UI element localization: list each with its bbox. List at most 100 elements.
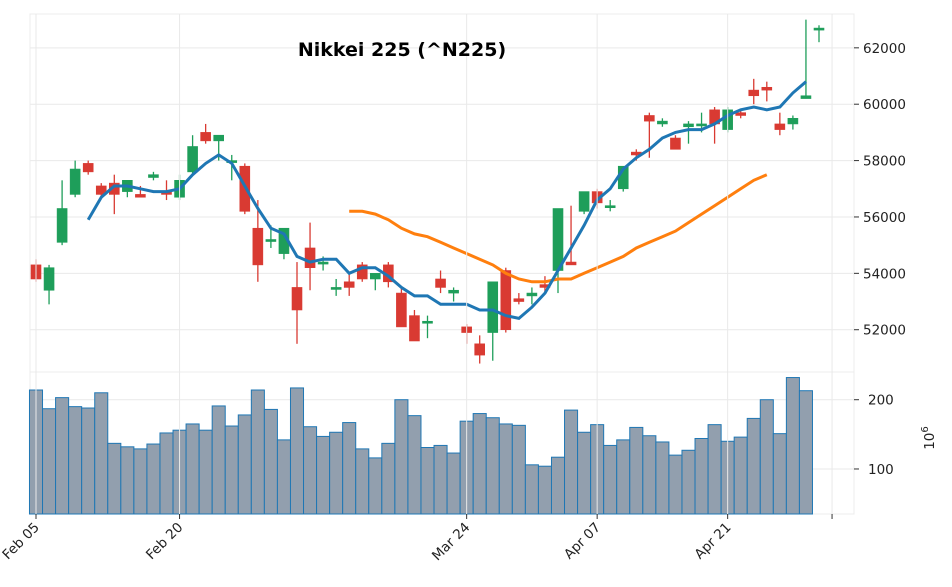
volume-bar: [107, 442, 122, 515]
candle-body-up: [369, 273, 381, 280]
volume-bar: [759, 399, 774, 515]
volume-bar: [342, 422, 357, 515]
volume-bar: [185, 423, 200, 515]
candle-body-down: [500, 270, 512, 331]
price-tick-label: 60000: [863, 97, 906, 113]
volume-bar: [668, 454, 683, 515]
volume-bar: [511, 424, 526, 515]
candle-body-down: [252, 227, 264, 266]
candle-body-up: [265, 239, 277, 242]
volume-bar: [446, 452, 461, 515]
volume-bar: [55, 397, 70, 515]
candle-body-down: [565, 261, 577, 266]
volume-bar: [368, 457, 383, 515]
candle-body-up: [422, 320, 433, 324]
volume-bar: [629, 426, 644, 515]
volume-bar: [94, 392, 109, 515]
candle-body-up: [317, 261, 329, 265]
volume-bar: [237, 414, 252, 515]
volume-bar: [407, 415, 422, 515]
volume-bar: [550, 456, 566, 515]
volume-bar: [303, 426, 318, 515]
ma-short-line: [86, 80, 807, 321]
price-tick-label: 62000: [863, 41, 906, 57]
volume-bar: [746, 417, 761, 515]
volume-tick-label: 200: [868, 393, 894, 409]
price-tick-label: 58000: [863, 154, 906, 170]
date-tick-label: Apr 07: [561, 520, 604, 563]
candle-body-up: [552, 208, 564, 271]
volume-bar: [224, 425, 239, 515]
volume-bar: [263, 408, 278, 515]
candle-body-down: [474, 343, 486, 356]
volume-bar: [772, 433, 787, 515]
volume-bar: [211, 405, 226, 515]
volume-bar: [133, 448, 148, 515]
volume-bar: [159, 432, 174, 515]
volume-bar: [394, 399, 409, 515]
candle-body-down: [761, 86, 773, 91]
volume-bar: [707, 424, 722, 515]
candle-body-up: [213, 134, 224, 142]
volume-unit-exponent: 6: [920, 426, 931, 432]
volume-bar: [694, 437, 709, 515]
candle-body-down: [200, 132, 211, 142]
candle-body-up: [487, 281, 499, 333]
candle-body-down: [748, 89, 760, 97]
price-tick-label: 52000: [863, 323, 906, 339]
volume-bar: [250, 389, 265, 515]
candle-body-up: [526, 292, 538, 297]
volume-bar: [616, 439, 631, 515]
candle-body-down: [343, 281, 355, 288]
candle-body-up: [787, 117, 799, 125]
candle-body-down: [291, 287, 303, 311]
volume-bar: [681, 449, 696, 515]
candle-body-down: [774, 123, 786, 130]
candle-body-up: [330, 287, 342, 290]
volume-bar: [316, 435, 331, 515]
candle-body-up: [56, 208, 68, 243]
volume-bar: [798, 390, 813, 515]
volume-axis: 100 200: [854, 393, 894, 478]
candle-body-down: [304, 247, 316, 269]
candle-body-down: [396, 292, 407, 328]
volume-bar: [655, 441, 670, 515]
candle-body-up: [800, 95, 812, 99]
candle-body-up: [69, 168, 81, 195]
volume-bar: [537, 465, 552, 515]
volume-bar: [785, 377, 800, 515]
candle-body-down: [95, 185, 107, 195]
volume-bar: [68, 406, 83, 515]
volume-bar: [603, 444, 618, 515]
volume-bar: [81, 407, 96, 515]
date-tick-label: Feb 05: [0, 520, 43, 563]
chart-title: Nikkei 225 (^N225): [298, 39, 506, 61]
date-tick-label: Mar 24: [429, 520, 474, 565]
volume-bar: [329, 431, 344, 515]
volume-bar: [733, 436, 748, 515]
volume-bars: [28, 377, 813, 515]
price-tick-label: 56000: [863, 210, 906, 226]
volume-bar: [198, 429, 213, 515]
candle-body-down: [513, 298, 525, 302]
candle-body-up: [148, 174, 159, 178]
volume-bar: [498, 423, 513, 515]
volume-bar: [485, 417, 500, 515]
candle-body-up: [683, 123, 694, 128]
volume-bar: [276, 439, 291, 515]
volume-tick-label: 100: [868, 462, 894, 478]
volume-bar: [472, 413, 487, 515]
ma-long-line: [349, 173, 768, 284]
volume-bar: [420, 447, 435, 515]
candle-body-down: [409, 315, 420, 342]
candle-body-down: [356, 264, 368, 280]
candle-body-down: [435, 278, 446, 288]
volume-bar: [146, 443, 161, 515]
price-axis: 52000 54000 56000 58000 60000 62000: [854, 41, 906, 339]
candle-body-up: [448, 289, 459, 294]
candle-body-up: [43, 267, 55, 291]
candle-body-down: [735, 112, 747, 116]
date-tick-label: Apr 21: [691, 520, 734, 563]
volume-bar: [120, 446, 135, 515]
